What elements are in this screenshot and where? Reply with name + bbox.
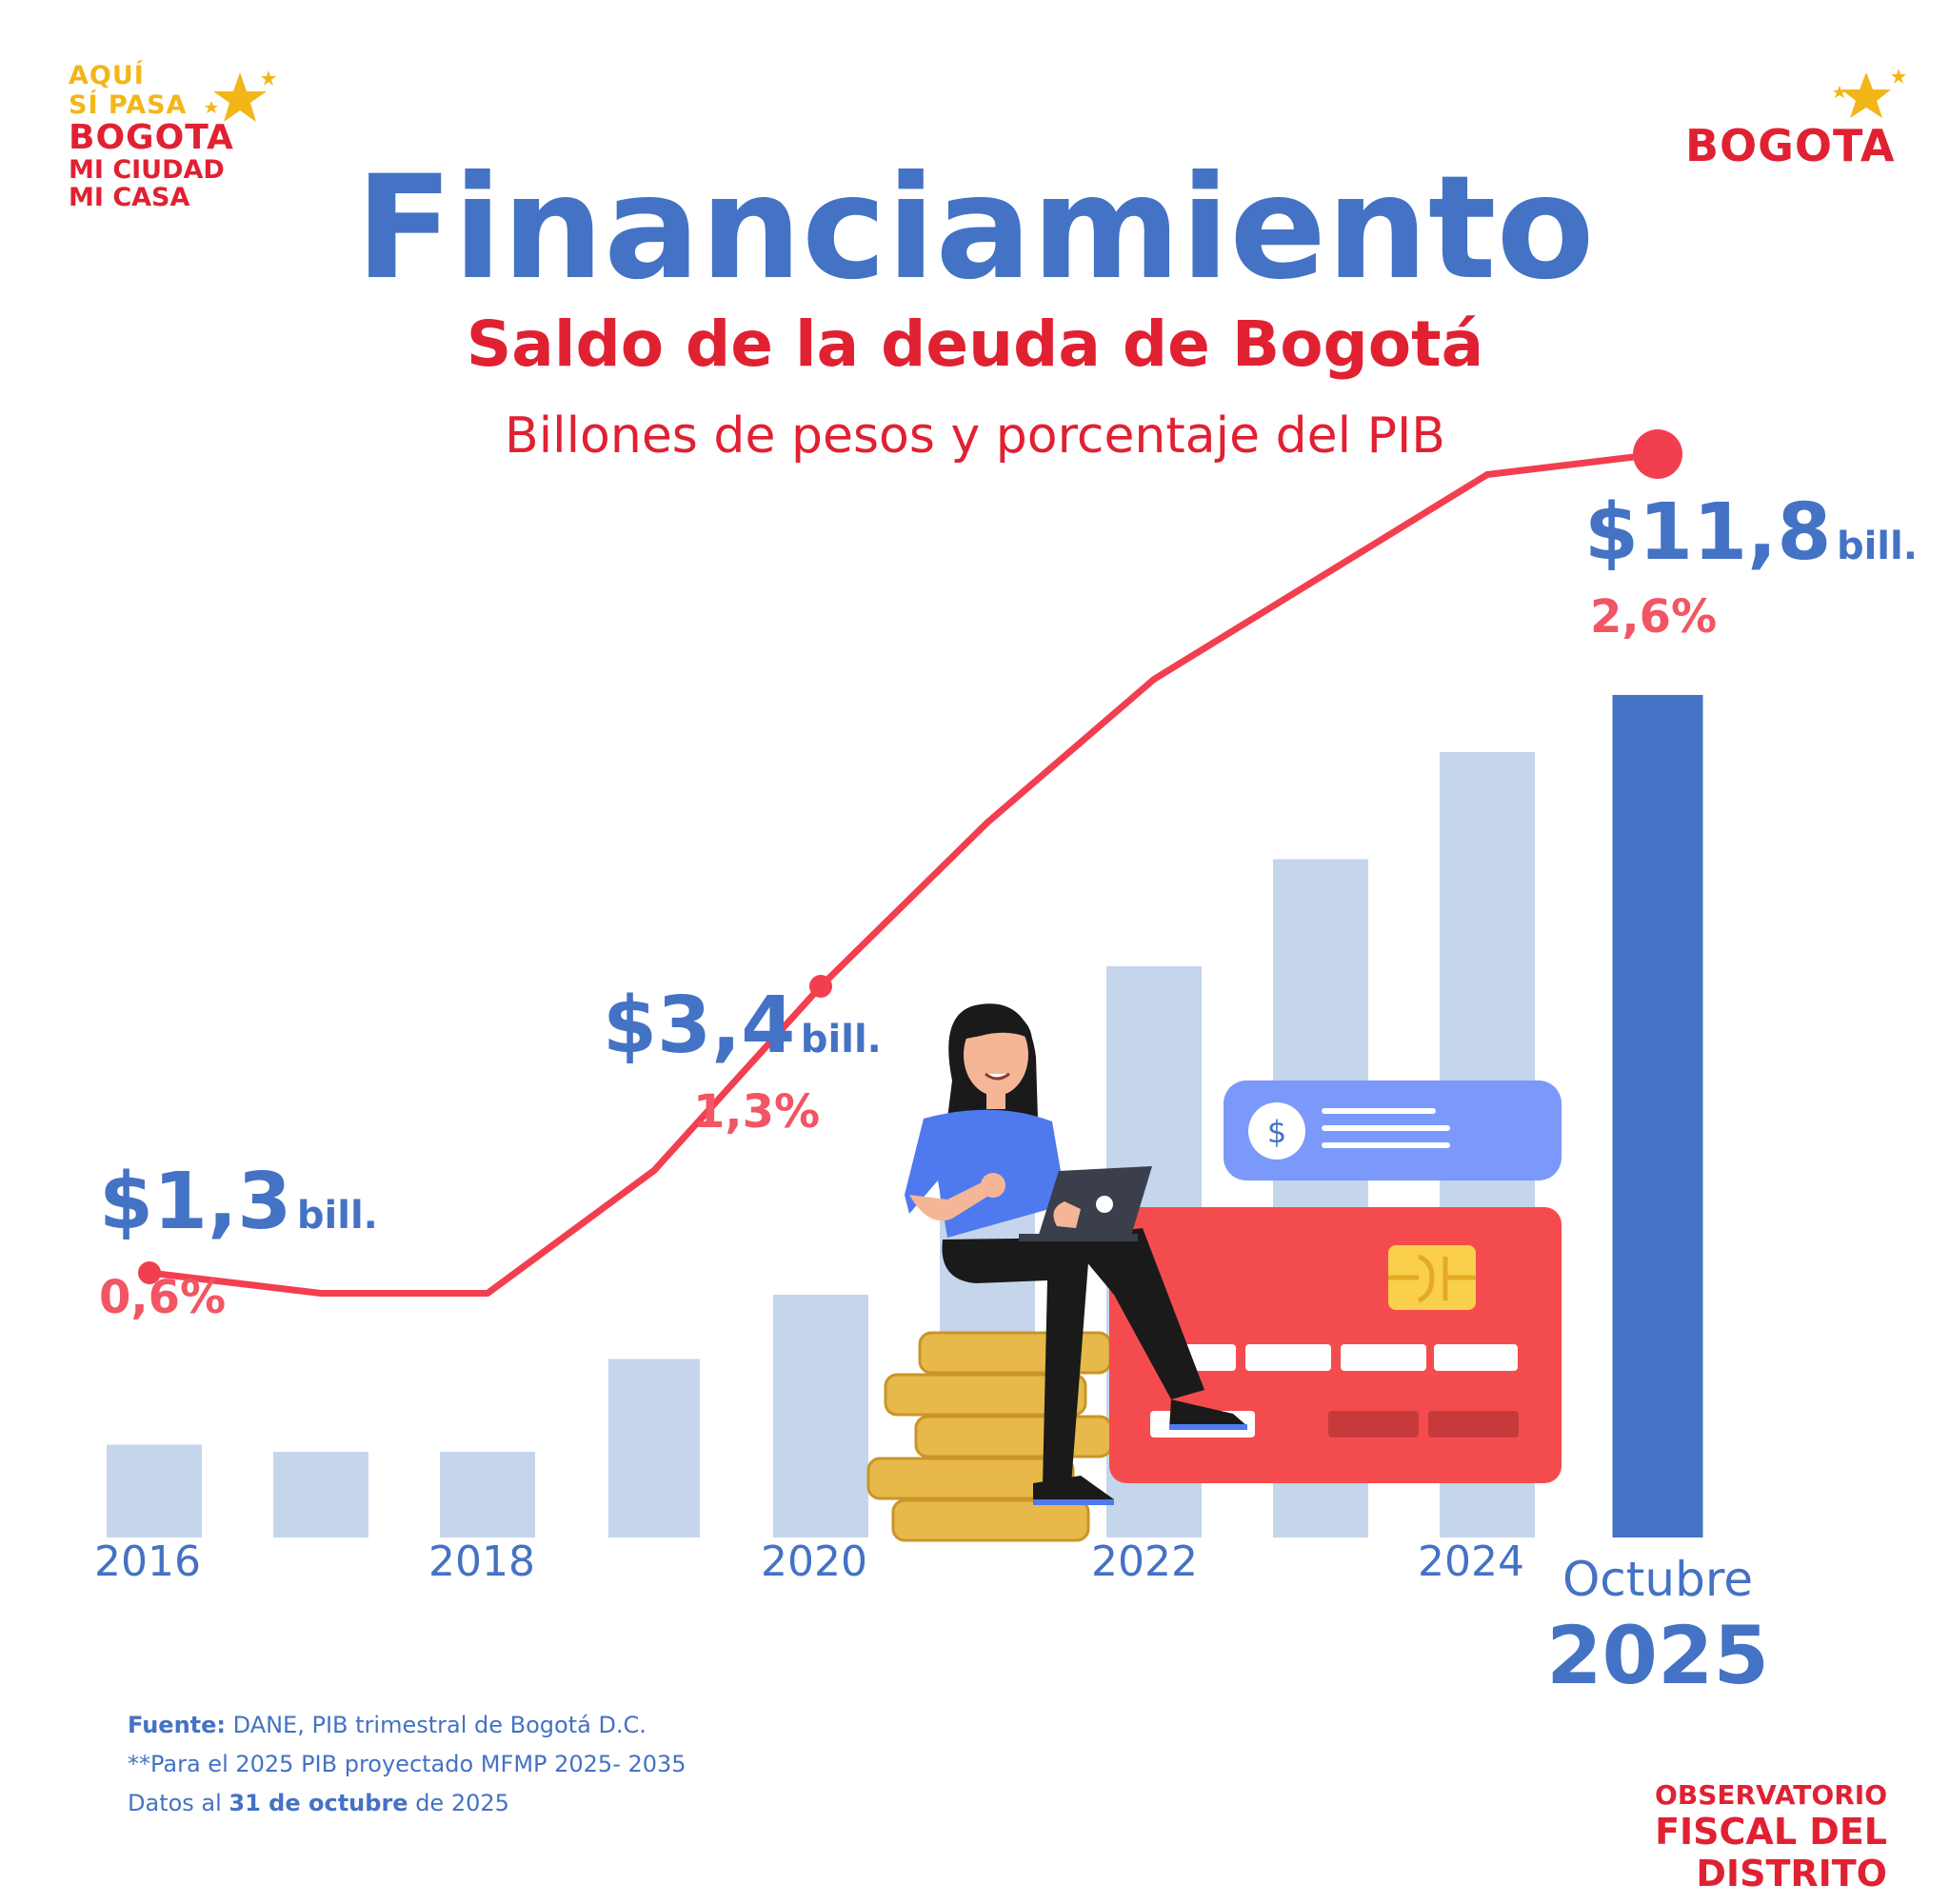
bar-2016: [107, 1445, 202, 1538]
source-notes: Fuente: DANE, PIB trimestral de Bogotá D…: [128, 1706, 686, 1823]
date-pre: Datos al: [128, 1790, 229, 1816]
annotation-pct-2025: 2,6%: [1590, 590, 1717, 644]
bar-2017: [273, 1452, 368, 1537]
amount-unit: bill.: [1837, 525, 1918, 568]
observatorio-line2: FISCAL DEL DISTRITO: [1552, 1811, 1887, 1894]
annotation-amount-2020: $3,4 bill.: [603, 981, 882, 1071]
x-tick-label: 2020: [761, 1537, 867, 1586]
source-label: Fuente:: [128, 1712, 226, 1738]
star-icon: [202, 65, 278, 131]
source-line: Fuente: DANE, PIB trimestral de Bogotá D…: [128, 1706, 686, 1745]
x-tick-label-last-month: Octubre: [1562, 1552, 1753, 1607]
svg-text:$: $: [1267, 1114, 1286, 1150]
annotation-amount-2016: $1,3 bill.: [99, 1157, 378, 1247]
bar-octubre-2025: [1613, 695, 1703, 1537]
bar-2020: [773, 1295, 868, 1537]
x-tick-label-last-year: 2025: [1546, 1609, 1769, 1702]
woman-laptop-illustration: $: [868, 1003, 1562, 1540]
amount-value: $1,3: [99, 1157, 291, 1247]
bar-2018: [440, 1452, 535, 1537]
amount-unit: bill.: [297, 1194, 378, 1238]
chart-subtitle: Saldo de la deuda de Bogotá: [0, 307, 1950, 383]
note-line: **Para el 2025 PIB proyectado MFMP 2025-…: [128, 1745, 686, 1784]
star-icon: [1828, 67, 1914, 124]
amount-value: $11,8: [1584, 487, 1831, 578]
date-bold: 31 de octubre: [229, 1790, 408, 1816]
x-tick-label: 2024: [1418, 1537, 1524, 1586]
payment-notification-icon: $: [1224, 1081, 1562, 1180]
observatorio-logo: OBSERVATORIO FISCAL DEL DISTRITO: [1552, 1780, 1887, 1894]
amount-value: $3,4: [603, 981, 795, 1071]
annotation-pct-2016: 0,6%: [99, 1271, 226, 1324]
chart-units-subtitle: Billones de pesos y porcentaje del PIB: [0, 406, 1950, 466]
observatorio-line1: OBSERVATORIO: [1552, 1780, 1887, 1811]
amount-unit: bill.: [801, 1018, 882, 1061]
date-post: de 2025: [408, 1790, 509, 1816]
source-text: DANE, PIB trimestral de Bogotá D.C.: [226, 1712, 647, 1738]
annotation-amount-2025: $11,8 bill.: [1584, 487, 1918, 578]
bar-2019: [608, 1359, 700, 1538]
annotation-pct-2020: 1,3%: [693, 1085, 820, 1139]
chart-title: Financiamiento: [0, 148, 1950, 309]
x-tick-label: 2018: [428, 1537, 535, 1586]
x-tick-label: 2022: [1091, 1537, 1198, 1586]
date-line: Datos al 31 de octubre de 2025: [128, 1784, 686, 1823]
x-tick-label: 2016: [94, 1537, 201, 1586]
